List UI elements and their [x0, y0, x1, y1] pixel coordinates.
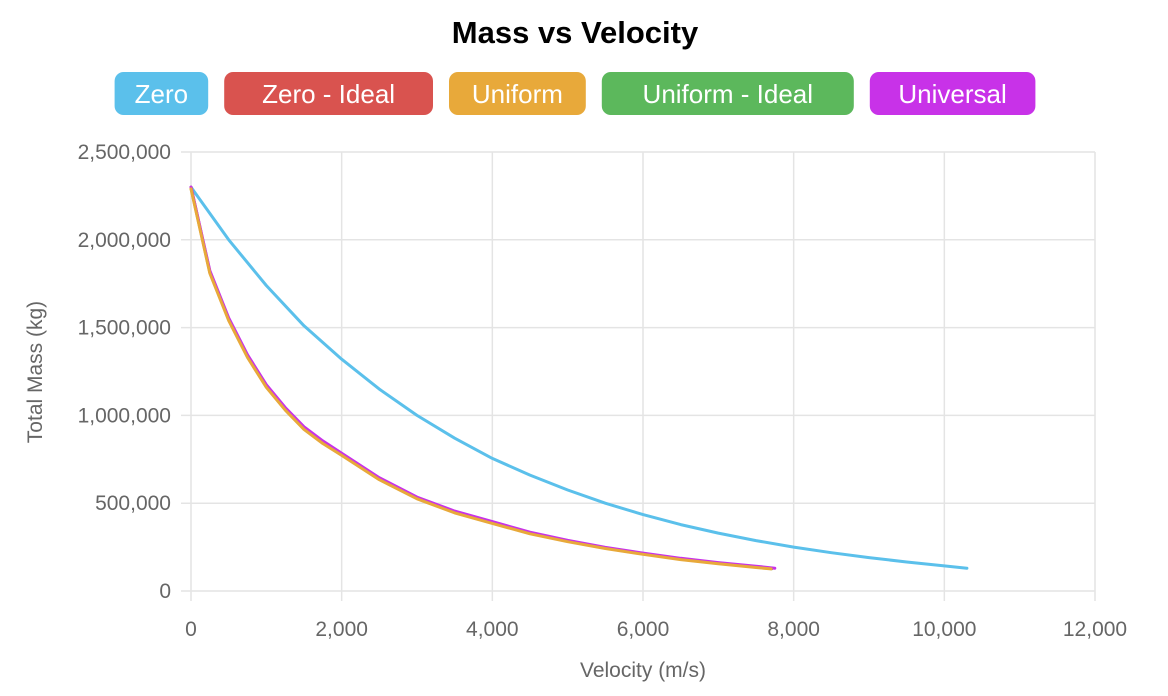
series-line-universal	[189, 185, 777, 570]
legend-swatch	[601, 72, 854, 115]
legend-swatch	[114, 72, 209, 115]
series-line-uniform-ideal	[189, 186, 774, 571]
x-tick-label: 6,000	[617, 618, 670, 641]
legend: Zero Zero - Ideal Uniform Uniform - Ideal Un…	[114, 72, 1036, 115]
x-axis-ticks: 0 2,000 4,000 6,000 8,000 10,000 12,000	[185, 618, 1127, 641]
series-group	[189, 185, 969, 571]
legend-label: Universal	[898, 79, 1006, 109]
y-tick-label: 2,000,000	[78, 229, 171, 252]
x-tick-label: 2,000	[315, 618, 368, 641]
series-line-zero-ideal	[189, 185, 774, 570]
legend-swatch	[224, 72, 433, 115]
legend-item-universal[interactable]: Universal	[869, 72, 1036, 115]
x-axis-label: Velocity (m/s)	[580, 659, 706, 682]
x-tick-label: 4,000	[466, 618, 519, 641]
legend-item-uniform-ideal[interactable]: Uniform - Ideal	[601, 72, 854, 115]
y-tick-label: 2,500,000	[78, 141, 171, 164]
legend-swatch	[869, 72, 1036, 115]
y-tick-label: 0	[159, 580, 171, 603]
series-line-uniform	[189, 187, 773, 571]
legend-label: Zero - Ideal	[262, 79, 395, 109]
x-tick-label: 12,000	[1063, 618, 1127, 641]
y-tick-label: 1,500,000	[78, 317, 171, 340]
x-tick-label: 0	[185, 618, 197, 641]
y-axis-ticks: 0 500,000 1,000,000 1,500,000 2,000,000 2,500…	[78, 141, 171, 603]
grid	[181, 151, 1096, 601]
x-tick-label: 8,000	[767, 618, 820, 641]
series-line-zero	[189, 185, 969, 570]
legend-item-zero-ideal[interactable]: Zero - Ideal	[224, 72, 433, 115]
y-tick-label: 500,000	[95, 492, 171, 515]
legend-label: Uniform - Ideal	[643, 79, 814, 109]
y-axis-label: Total Mass (kg)	[24, 301, 47, 443]
x-tick-label: 10,000	[912, 618, 976, 641]
chart-title: Mass vs Velocity	[452, 15, 699, 50]
legend-label: Zero	[135, 79, 188, 109]
legend-swatch	[449, 72, 586, 115]
legend-item-uniform[interactable]: Uniform	[449, 72, 586, 115]
legend-label: Uniform	[472, 79, 563, 109]
y-tick-label: 1,000,000	[78, 404, 171, 427]
legend-item-zero[interactable]: Zero	[114, 72, 209, 115]
